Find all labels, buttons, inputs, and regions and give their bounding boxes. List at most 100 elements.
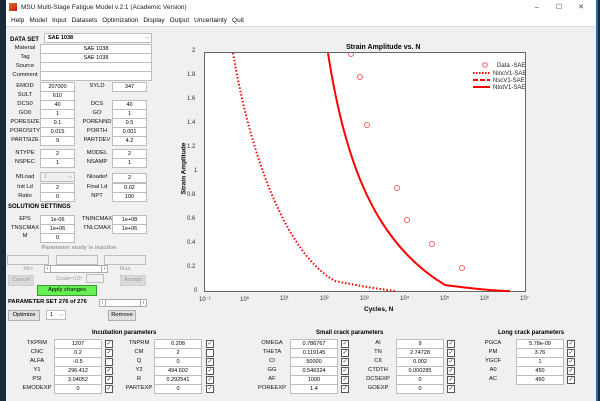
param-field[interactable]: 1.4 — [290, 384, 338, 394]
checkbox-checked[interactable]: ✓ — [447, 349, 455, 357]
plot-area[interactable]: Data -SAE 1038 NincV1-SAE 1038 NscV1-SAE… — [204, 51, 542, 292]
scale-field[interactable] — [86, 274, 104, 283]
param-field[interactable]: 0 — [54, 384, 102, 394]
checkbox-checked[interactable]: ✓ — [341, 385, 349, 393]
checkbox-checked[interactable]: ✓ — [341, 340, 349, 348]
ratio-label: Ratio — [18, 193, 32, 199]
study-slider[interactable]: ‹ › — [44, 265, 108, 273]
partsize-field[interactable]: 9 — [40, 136, 75, 146]
maximize-button[interactable]: ☐ — [555, 4, 563, 11]
slider-left-arrow-icon[interactable]: ‹ — [100, 300, 106, 306]
accept-button[interactable]: Accept — [120, 275, 146, 286]
slider-right-arrow-icon[interactable]: › — [101, 266, 107, 272]
npt-field[interactable]: 100 — [112, 192, 147, 202]
slider-right-arrow-icon[interactable]: › — [140, 300, 146, 306]
y-tick: 0 — [194, 288, 198, 294]
nspec-field[interactable]: 1 — [40, 158, 75, 168]
porennd-label: PORENND — [82, 119, 112, 125]
partdev-label: PARTDEV — [83, 137, 111, 143]
menu-model[interactable]: Model — [29, 16, 48, 24]
checkbox-checked[interactable]: ✓ — [447, 385, 455, 393]
menu-quit[interactable]: Quit — [232, 16, 244, 24]
optimize-button[interactable]: Optimize — [8, 310, 40, 321]
close-button[interactable]: ✕ — [578, 4, 584, 11]
nloadef-label: Nloadef — [87, 174, 107, 180]
checkbox-checked[interactable]: ✓ — [105, 385, 113, 393]
ninc-curve — [232, 52, 396, 292]
checkbox-checked[interactable]: ✓ — [567, 358, 575, 366]
apply-changes-button[interactable]: Apply changes — [37, 285, 97, 296]
m-field[interactable]: 0 — [40, 233, 75, 243]
param-label: CM — [134, 349, 144, 355]
ratio-field[interactable]: 0 — [40, 192, 75, 202]
minimize-button[interactable]: – — [535, 3, 539, 11]
partdev-field[interactable]: 4.2 — [112, 136, 147, 146]
x-tick: 10⁰ — [240, 297, 250, 303]
menu-display[interactable]: Display — [143, 16, 165, 24]
long-crack-header: Long crack parameters — [498, 330, 565, 336]
slider-left-arrow-icon[interactable]: ‹ — [45, 266, 51, 272]
menu-optimization[interactable]: Optimization — [102, 16, 139, 24]
small-crack-header: Small crack parameters — [316, 330, 384, 336]
checkbox-unchecked[interactable] — [105, 358, 113, 366]
checkbox-checked[interactable]: ✓ — [341, 367, 349, 375]
param-field[interactable]: 0 — [396, 384, 444, 394]
y-tick: 1.2 — [187, 144, 196, 150]
checkbox-unchecked[interactable] — [206, 349, 214, 357]
checkbox-checked[interactable]: ✓ — [341, 349, 349, 357]
checkbox-checked[interactable]: ✓ — [105, 349, 113, 357]
checkbox-checked[interactable]: ✓ — [341, 376, 349, 384]
checkbox-checked[interactable]: ✓ — [105, 376, 113, 384]
comment-field[interactable] — [40, 71, 152, 81]
sult-label: SULT — [17, 92, 33, 98]
checkbox-checked[interactable]: ✓ — [567, 349, 575, 357]
parameter-set-slider[interactable]: ‹ › — [99, 299, 147, 307]
nfload-dropdown[interactable]: 1 ⌵ — [40, 172, 75, 182]
remove-button[interactable]: Remove — [108, 310, 136, 321]
checkbox-checked[interactable]: ✓ — [105, 367, 113, 375]
porosity-label: POROSITY — [10, 128, 40, 134]
source-label: Source — [15, 63, 35, 69]
dataset-dropdown[interactable]: SAE 1038 ⌵ — [44, 33, 152, 43]
study-max-field[interactable] — [104, 255, 146, 265]
svg-text:NscV1-SAE 1038: NscV1-SAE 1038 — [493, 78, 527, 84]
checkbox-checked[interactable]: ✓ — [206, 376, 214, 384]
incubation-header: Incubation parameters — [92, 330, 157, 336]
param-label: PSI — [32, 376, 42, 382]
checkbox-checked[interactable]: ✓ — [206, 385, 214, 393]
checkbox-checked[interactable]: ✓ — [206, 367, 214, 375]
checkbox-checked[interactable]: ✓ — [447, 340, 455, 348]
param-label: PGCA — [484, 340, 502, 346]
optimize-dropdown[interactable]: 1 ⌵ — [46, 310, 66, 320]
dataset-selected: SAE 1038 — [48, 35, 74, 41]
menu-input[interactable]: Input — [52, 16, 67, 24]
tnlcmax-field[interactable]: 1e+06 — [112, 224, 147, 234]
y-tick: 1.8 — [187, 72, 196, 78]
nsamp-field[interactable]: 1 — [112, 158, 147, 168]
menu-help[interactable]: Help — [11, 16, 25, 24]
cancel-button[interactable]: Cancel — [8, 275, 34, 286]
param-field[interactable]: 450 — [516, 375, 564, 385]
syld-field[interactable]: 347 — [112, 82, 147, 92]
checkbox-checked[interactable]: ✓ — [567, 367, 575, 375]
checkbox-checked[interactable]: ✓ — [447, 367, 455, 375]
menu-uncertainty[interactable]: Uncertainty — [194, 16, 228, 24]
nloadef-field[interactable]: 2 — [112, 173, 147, 183]
syld-label: SYLD — [89, 83, 105, 89]
study-value-field[interactable] — [56, 255, 98, 265]
checkbox-checked[interactable]: ✓ — [206, 340, 214, 348]
menu-output[interactable]: Output — [169, 16, 190, 24]
checkbox-checked[interactable]: ✓ — [206, 358, 214, 366]
checkbox-checked[interactable]: ✓ — [447, 358, 455, 366]
study-min-field[interactable] — [7, 255, 49, 265]
param-label: AF — [268, 376, 276, 382]
checkbox-checked[interactable]: ✓ — [567, 340, 575, 348]
checkbox-checked[interactable]: ✓ — [105, 340, 113, 348]
checkbox-checked[interactable]: ✓ — [567, 376, 575, 384]
param-label: THETA — [262, 349, 282, 355]
param-label: EMODEXP — [22, 385, 52, 391]
checkbox-checked[interactable]: ✓ — [447, 376, 455, 384]
checkbox-checked[interactable]: ✓ — [341, 358, 349, 366]
param-field[interactable]: 0 — [154, 384, 202, 394]
menu-datasets[interactable]: Datasets — [71, 16, 98, 24]
